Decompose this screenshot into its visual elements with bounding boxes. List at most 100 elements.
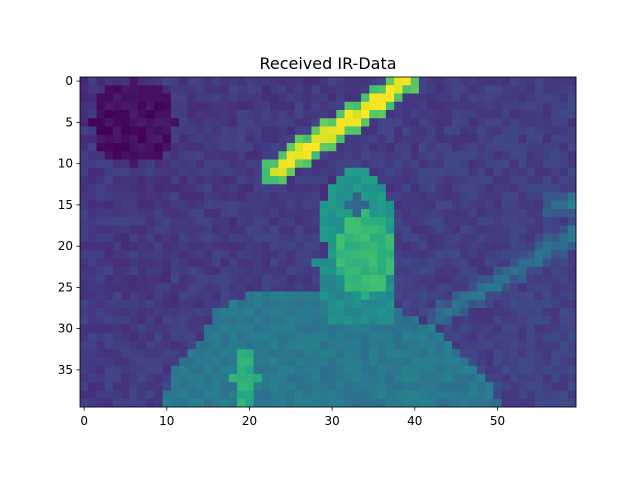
heatmap-cell: [245, 341, 254, 350]
heatmap-cell: [261, 118, 271, 127]
heatmap-cell: [319, 151, 329, 160]
heatmap-cell: [96, 225, 106, 235]
heatmap-cell: [369, 374, 378, 383]
heatmap-cell: [179, 250, 188, 259]
heatmap-cell: [542, 324, 552, 334]
heatmap-cell: [88, 217, 97, 226]
heatmap-cell: [319, 258, 329, 268]
heatmap-cell: [253, 365, 263, 375]
heatmap-cell: [104, 316, 114, 325]
heatmap-cell: [385, 242, 395, 251]
heatmap-cell: [179, 374, 188, 383]
heatmap-cell: [137, 134, 147, 144]
heatmap-cell: [162, 110, 172, 119]
heatmap-cell: [294, 398, 304, 408]
heatmap-cell: [104, 77, 114, 86]
heatmap-cell: [179, 151, 188, 160]
heatmap-cell: [311, 332, 321, 342]
heatmap-cell: [154, 143, 164, 152]
heatmap-cell: [460, 167, 469, 177]
heatmap-cell: [187, 332, 197, 342]
heatmap-cell: [261, 299, 271, 309]
heatmap-cell: [418, 77, 428, 86]
heatmap-cell: [526, 217, 536, 226]
heatmap-cell: [220, 143, 230, 152]
heatmap-cell: [328, 316, 337, 325]
heatmap-cell: [518, 374, 527, 383]
heatmap-cell: [352, 101, 362, 111]
heatmap-cell: [311, 283, 321, 292]
heatmap-cell: [476, 233, 486, 243]
heatmap-cell: [261, 225, 271, 235]
heatmap-cell: [427, 209, 436, 218]
heatmap-cell: [509, 159, 519, 169]
heatmap-cell: [278, 110, 288, 119]
heatmap-cell: [170, 151, 180, 160]
heatmap-cell: [294, 200, 304, 210]
heatmap-cell: [526, 316, 536, 325]
heatmap-cell: [542, 143, 552, 152]
heatmap-cell: [253, 299, 263, 309]
heatmap-cell: [137, 357, 147, 367]
heatmap-cell: [468, 159, 478, 169]
heatmap-cell: [311, 324, 321, 334]
heatmap-cell: [567, 365, 577, 375]
heatmap-cell: [278, 192, 288, 202]
heatmap-cell: [303, 365, 312, 375]
heatmap-cell: [88, 349, 97, 358]
heatmap-cell: [509, 332, 519, 342]
heatmap-cell: [509, 176, 519, 185]
heatmap-cell: [385, 77, 395, 86]
heatmap-cell: [137, 118, 147, 127]
heatmap-cell: [468, 192, 478, 202]
heatmap-cell: [220, 93, 230, 103]
heatmap-cell: [104, 242, 114, 251]
heatmap-cell: [212, 299, 221, 309]
heatmap-cell: [270, 225, 279, 235]
heatmap-cell: [319, 159, 329, 169]
heatmap-cell: [542, 159, 552, 169]
heatmap-cell: [352, 126, 362, 136]
heatmap-cell: [88, 159, 97, 169]
heatmap-cell: [328, 217, 337, 226]
heatmap-cell: [319, 233, 329, 243]
heatmap-cell: [253, 93, 263, 103]
heatmap-cell: [559, 217, 569, 226]
heatmap-cell: [80, 266, 89, 276]
heatmap-cell: [518, 225, 527, 235]
heatmap-cell: [427, 225, 436, 235]
heatmap-cell: [286, 118, 296, 127]
heatmap-cell: [154, 341, 164, 350]
heatmap-cell: [121, 390, 130, 400]
heatmap-cell: [121, 134, 130, 144]
heatmap-cell: [435, 176, 445, 185]
heatmap-cell: [344, 192, 354, 202]
heatmap-cell: [179, 357, 188, 367]
heatmap-cell: [162, 242, 172, 251]
heatmap-cell: [361, 143, 370, 152]
heatmap-cell: [278, 143, 288, 152]
heatmap-cell: [162, 357, 172, 367]
heatmap-cell: [476, 398, 486, 408]
heatmap-cell: [468, 225, 478, 235]
heatmap-cell: [220, 184, 230, 193]
heatmap-cell: [294, 242, 304, 251]
heatmap-cell: [468, 258, 478, 268]
heatmap-cell: [410, 291, 420, 301]
heatmap-cell: [104, 101, 114, 111]
heatmap-cell: [559, 110, 569, 119]
heatmap-cell: [559, 167, 569, 177]
heatmap-cell: [468, 126, 478, 136]
heatmap-cell: [559, 250, 569, 259]
heatmap-cell: [493, 85, 502, 94]
heatmap-cell: [361, 308, 370, 317]
heatmap-cell: [518, 291, 527, 301]
heatmap-cell: [129, 151, 139, 160]
heatmap-cell: [237, 200, 246, 210]
heatmap-cell: [526, 398, 536, 408]
heatmap-cell: [460, 316, 469, 325]
heatmap-cell: [468, 374, 478, 383]
heatmap-cell: [385, 349, 395, 358]
heatmap-cell: [113, 110, 122, 119]
heatmap-cell: [435, 167, 445, 177]
